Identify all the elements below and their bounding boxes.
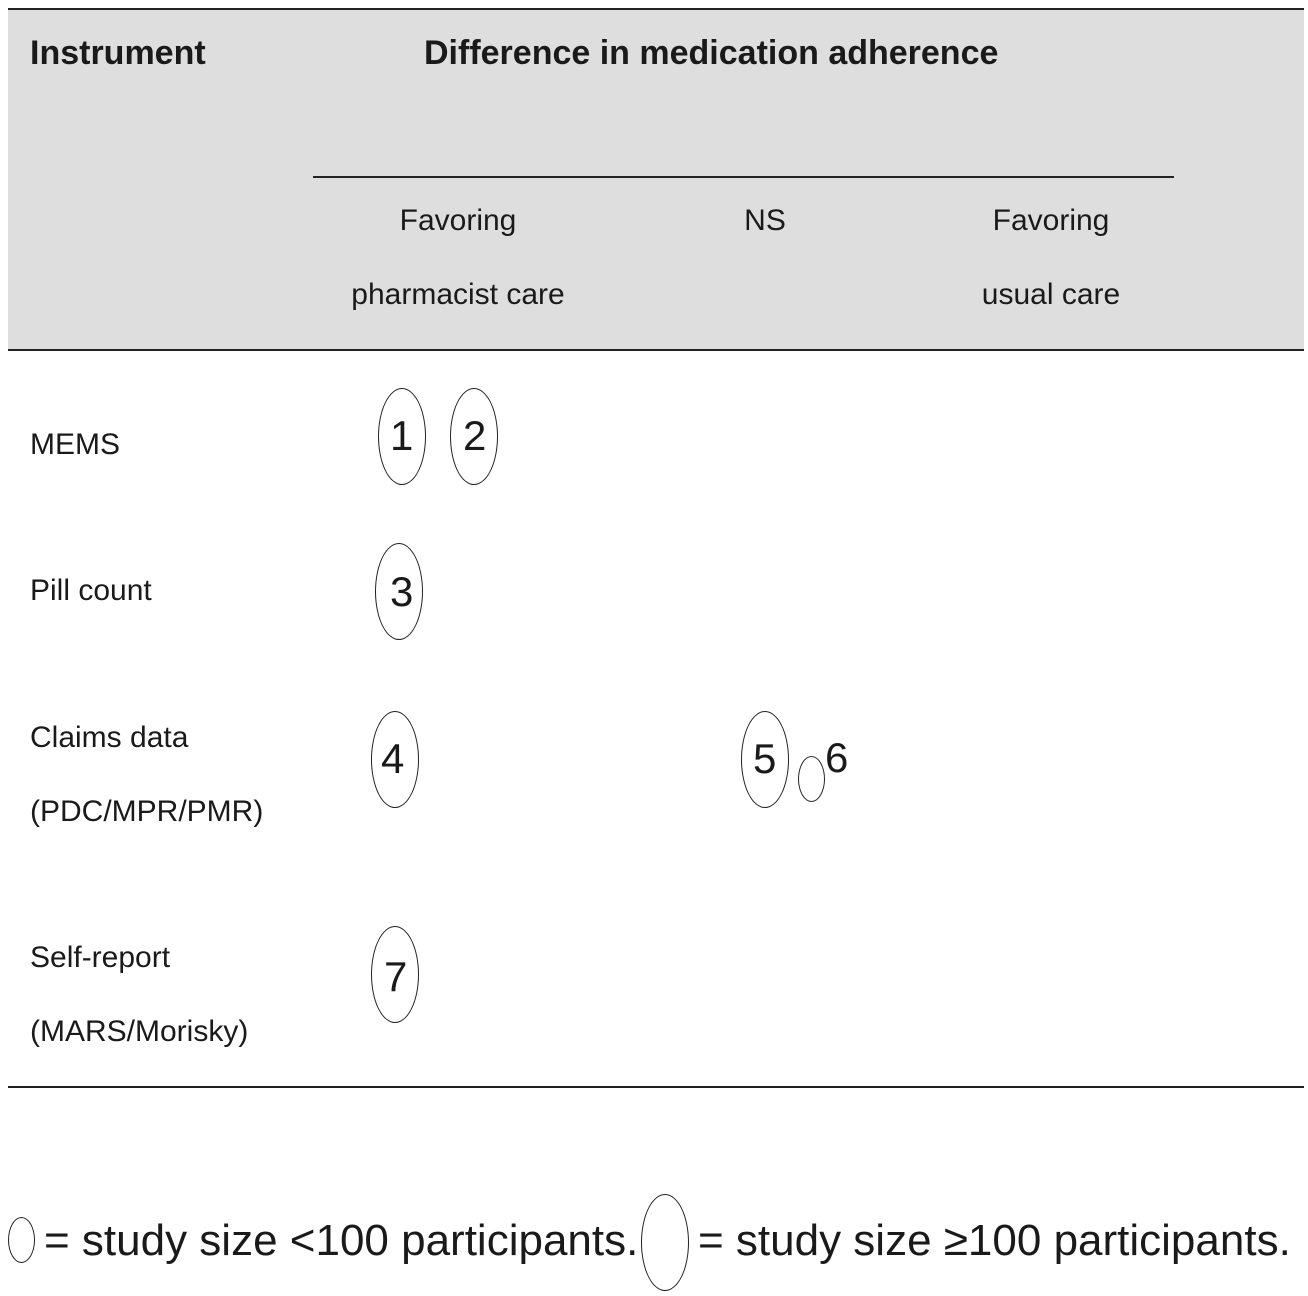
legend-small-oval [8, 1217, 35, 1263]
row-label-self-report-detail: (MARS/Morisky) [30, 1015, 249, 1048]
col-usual-line2: usual care [981, 278, 1121, 311]
study-number: 4 [381, 735, 405, 782]
study-oval-large [450, 388, 498, 485]
col-pharmacist-line1: Favoring [399, 204, 517, 237]
table-bottom-rule [8, 1086, 1304, 1088]
top-rule [8, 8, 1304, 10]
row-label-self-report: Self-report [30, 941, 171, 974]
instrument-header: Instrument [30, 34, 206, 72]
study-oval-large [371, 926, 419, 1023]
study-oval-large [741, 711, 789, 808]
col-ns: NS [744, 204, 786, 237]
study-oval-large [375, 543, 423, 640]
table-header-background [8, 8, 1304, 350]
study-number: 2 [463, 412, 487, 459]
row-label-mems: MEMS [30, 428, 120, 461]
study-oval-large [371, 711, 419, 808]
col-pharmacist-line2: pharmacist care [351, 278, 565, 311]
study-number: 7 [384, 953, 408, 1000]
header-subrule [313, 176, 1174, 178]
legend-large-text: = study size ≥100 participants. [698, 1216, 1291, 1265]
row-label-claims: Claims data [30, 721, 189, 754]
row-label-pill-count: Pill count [30, 574, 152, 607]
legend-large-oval [641, 1194, 689, 1291]
study-number: 5 [753, 735, 777, 782]
difference-header: Difference in medication adherence [424, 34, 999, 72]
study-number: 3 [390, 568, 414, 615]
col-usual-line1: Favoring [992, 204, 1110, 237]
header-bottom-rule [8, 349, 1304, 351]
study-oval-small [798, 756, 825, 802]
row-label-claims-detail: (PDC/MPR/PMR) [30, 795, 264, 828]
legend-small-text: = study size <100 participants. [44, 1216, 639, 1265]
study-number: 6 [825, 734, 849, 781]
study-number: 1 [390, 412, 414, 459]
study-oval-large [378, 388, 426, 485]
